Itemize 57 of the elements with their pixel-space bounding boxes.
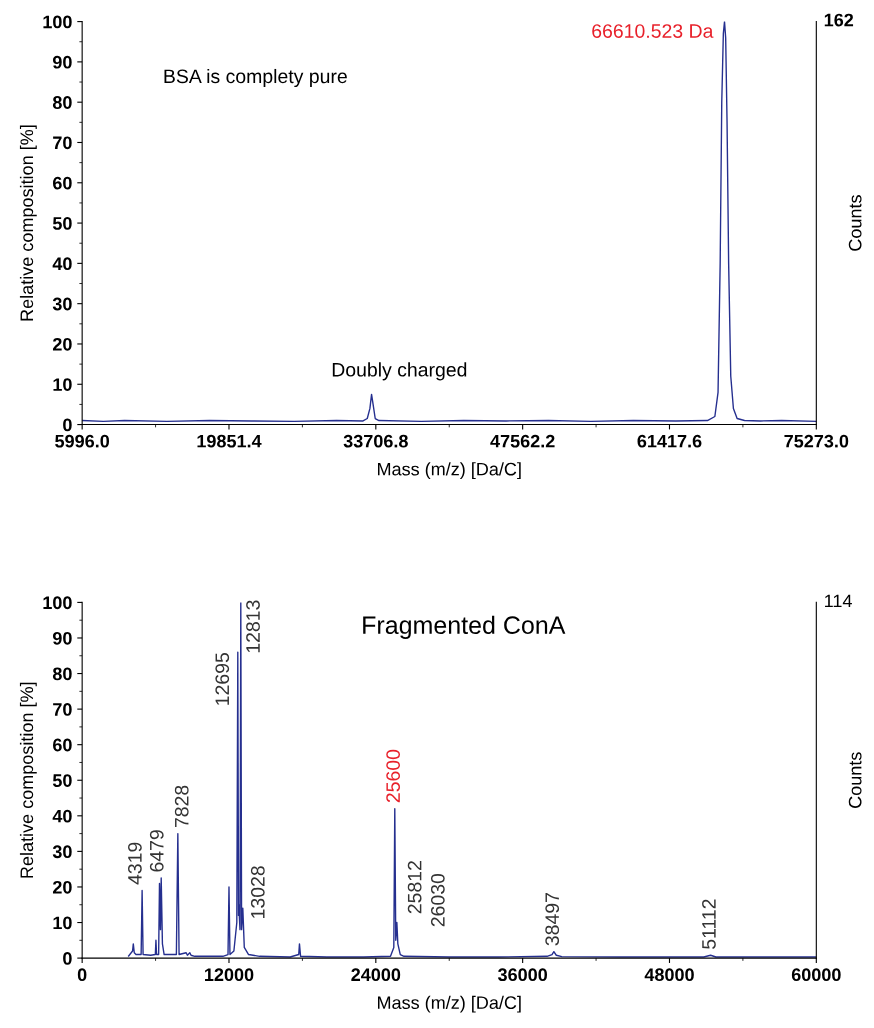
y-tick-label: 40 (52, 809, 72, 823)
y-tick-label: 80 (52, 96, 72, 109)
y-tick-label: 0 (63, 418, 72, 432)
x-tick-label: 61417.6 (637, 434, 702, 448)
x-tick-label: 19851.4 (197, 434, 262, 448)
y-tick-label: 30 (52, 297, 72, 311)
y-axis-title: Relative composition [%] (19, 682, 37, 878)
y-tick-label: 50 (52, 217, 72, 230)
y2-axis-title: Counts (848, 195, 862, 251)
y-tick-label: 60 (53, 176, 72, 190)
annotation: 7828 (174, 785, 189, 828)
x-tick-label: 75273.0 (784, 434, 849, 448)
x-tick-label: 24000 (351, 968, 401, 982)
x-tick-label: 47562.2 (490, 434, 555, 448)
x-tick-label: 5996.0 (55, 434, 110, 448)
y-tick-label: 90 (52, 55, 72, 69)
y-tick-label: 60 (53, 738, 72, 752)
annotation: 12695 (215, 653, 230, 705)
y-tick-label: 40 (52, 257, 72, 271)
x-tick-label: 60000 (791, 968, 841, 982)
y-tick-label: 100 (43, 596, 72, 610)
text: 162 (824, 13, 854, 27)
y-tick-label: 70 (53, 703, 72, 716)
y-tick-label: 30 (52, 845, 72, 859)
x-axis-title: Mass (m/z) [Da/C] (378, 995, 521, 1013)
annotation: 12813 (246, 600, 260, 653)
y2-axis-title: Counts (848, 752, 862, 808)
annotation: 25600 (386, 749, 401, 803)
y-tick-label: 10 (53, 916, 72, 930)
y-tick-label: 70 (53, 136, 72, 150)
annotation: 26030 (430, 873, 445, 927)
annotation: 6479 (149, 830, 164, 872)
annotation: 25812 (407, 861, 422, 914)
annotation: 51112 (702, 899, 716, 949)
x-axis-title: Mass (m/z) [Da/C] (378, 462, 521, 480)
y-tick-label: 10 (53, 378, 72, 391)
y-tick-label: 0 (63, 952, 72, 965)
x-tick-label: 33706.8 (343, 434, 408, 448)
x-tick-label: 36000 (497, 968, 548, 982)
annotation: 13028 (250, 866, 265, 918)
x-tick-label: 48000 (644, 968, 694, 982)
text: 114 (825, 594, 852, 608)
x-tick-label: 12000 (205, 968, 254, 982)
y-tick-label: 90 (52, 631, 72, 645)
annotation: 66610.523 Da (592, 24, 714, 38)
y-tick-label: 50 (52, 774, 72, 787)
y-tick-label: 20 (52, 337, 72, 351)
y-tick-label: 20 (52, 880, 72, 894)
x-tick-label: 0 (77, 968, 87, 982)
annotation: Doubly charged (332, 362, 467, 381)
text: BSA is complety pure (164, 68, 347, 88)
annotation: 4319 (128, 842, 142, 885)
annotation: 38497 (545, 893, 560, 946)
y-tick-label: 100 (43, 15, 72, 29)
chart-title: Fragmented ConA (363, 615, 566, 639)
y-tick-label: 80 (52, 667, 72, 681)
y-axis-title: Relative composition [%] (19, 125, 37, 321)
